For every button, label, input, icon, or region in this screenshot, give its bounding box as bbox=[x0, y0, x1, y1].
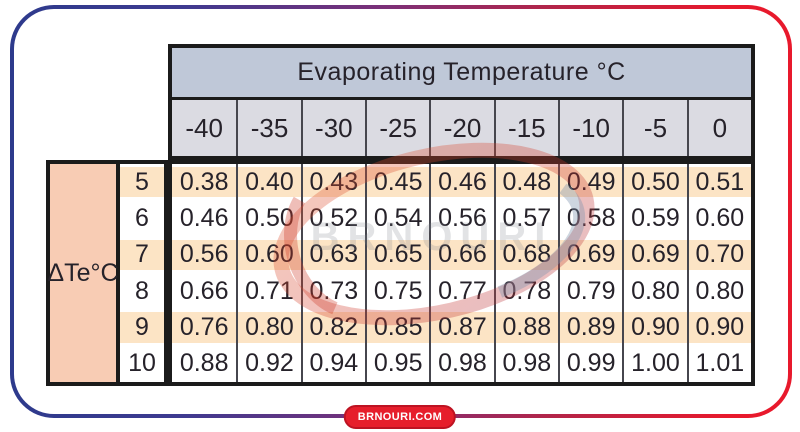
data-cell: 0.89 bbox=[558, 309, 623, 346]
data-cell: 0.65 bbox=[365, 236, 430, 273]
data-cell: 0.88 bbox=[493, 309, 558, 346]
brand-badge: BRNOURI.COM bbox=[343, 405, 457, 429]
data-cell: 0.70 bbox=[686, 236, 751, 273]
data-cell: 0.79 bbox=[558, 272, 623, 310]
data-cell: 0.43 bbox=[300, 164, 365, 201]
data-cell: 0.63 bbox=[300, 236, 365, 273]
data-cell: 0.69 bbox=[622, 236, 687, 273]
data-cell: 0.73 bbox=[300, 272, 365, 310]
col-header: -25 bbox=[365, 100, 429, 156]
row-number-column: 5 6 7 8 9 10 bbox=[120, 164, 164, 382]
data-cell: 0.52 bbox=[300, 200, 365, 237]
col-header: -15 bbox=[493, 100, 558, 156]
data-cell: 0.51 bbox=[686, 164, 751, 201]
row-number: 9 bbox=[120, 309, 164, 346]
data-cell: 0.69 bbox=[558, 236, 623, 273]
data-cell: 0.92 bbox=[236, 345, 301, 382]
data-cell: 0.49 bbox=[558, 164, 623, 201]
data-cell: 0.46 bbox=[429, 164, 494, 201]
data-cell: 1.01 bbox=[686, 345, 751, 382]
evaporating-temperature-header-block: Evaporating Temperature °C -40 -35 -30 -… bbox=[168, 44, 755, 160]
correction-factor-grid: 0.38 0.40 0.43 0.45 0.46 0.48 0.49 0.50 … bbox=[168, 160, 755, 386]
data-cell: 0.57 bbox=[493, 200, 558, 237]
data-cell: 0.54 bbox=[365, 200, 430, 237]
row-number: 8 bbox=[135, 276, 149, 305]
col-header: -40 bbox=[185, 112, 223, 143]
data-cell: 0.50 bbox=[236, 200, 301, 237]
data-cell: 0.46 bbox=[172, 200, 237, 237]
data-cell: 0.76 bbox=[172, 309, 237, 346]
data-cell: 0.80 bbox=[236, 309, 301, 346]
data-cell: 0.98 bbox=[493, 345, 558, 382]
data-cell: 0.90 bbox=[686, 309, 751, 346]
data-cell: 0.68 bbox=[493, 236, 558, 273]
data-cell: 0.88 bbox=[172, 345, 237, 382]
data-cell: 0.59 bbox=[622, 200, 687, 237]
col-header: -10 bbox=[558, 100, 622, 156]
delta-te-label: ΔTe°C bbox=[47, 164, 120, 382]
data-cell: 0.56 bbox=[429, 200, 494, 237]
data-cell: 0.71 bbox=[236, 272, 301, 310]
data-cell: 1.00 bbox=[622, 345, 687, 382]
data-cell: 0.94 bbox=[300, 345, 365, 382]
data-cell: 0.80 bbox=[622, 272, 687, 310]
row-number: 5 bbox=[120, 164, 164, 201]
data-cell: 0.85 bbox=[365, 309, 430, 346]
col-header: -5 bbox=[622, 100, 686, 156]
table-title: Evaporating Temperature °C bbox=[172, 48, 751, 100]
data-cell: 0.40 bbox=[236, 164, 301, 201]
data-cell: 0.87 bbox=[429, 309, 494, 346]
data-cell: 0.90 bbox=[622, 309, 687, 346]
data-cell: 0.66 bbox=[172, 272, 237, 310]
row-number: 6 bbox=[135, 203, 149, 232]
data-cell: 0.60 bbox=[686, 200, 751, 237]
column-header-row: -40 -35 -30 -25 -20 -15 -10 -5 0 bbox=[172, 100, 751, 156]
data-cell: 0.45 bbox=[365, 164, 430, 201]
data-cell: 0.58 bbox=[558, 200, 623, 237]
data-cell: 0.50 bbox=[622, 164, 687, 201]
data-cell: 0.99 bbox=[558, 345, 623, 382]
col-header: -35 bbox=[236, 100, 300, 156]
data-cell: 0.77 bbox=[429, 272, 494, 310]
row-number: 7 bbox=[120, 236, 164, 273]
data-cell: 0.80 bbox=[686, 272, 751, 310]
data-cell: 0.38 bbox=[172, 164, 237, 201]
col-header: 0 bbox=[686, 100, 751, 156]
col-header: -30 bbox=[300, 100, 365, 156]
data-cell: 0.66 bbox=[429, 236, 494, 273]
data-cell: 0.60 bbox=[236, 236, 301, 273]
data-cell: 0.78 bbox=[493, 272, 558, 310]
col-header: -20 bbox=[429, 100, 493, 156]
data-cell: 0.82 bbox=[300, 309, 365, 346]
row-number: 10 bbox=[128, 349, 156, 378]
data-cell: 0.98 bbox=[429, 345, 494, 382]
row-axis-block: ΔTe°C 5 6 7 8 9 10 bbox=[46, 160, 168, 386]
data-cell: 0.75 bbox=[365, 272, 430, 310]
data-cell: 0.56 bbox=[172, 236, 237, 273]
data-cell: 0.48 bbox=[493, 164, 558, 201]
data-cell: 0.95 bbox=[365, 345, 430, 382]
